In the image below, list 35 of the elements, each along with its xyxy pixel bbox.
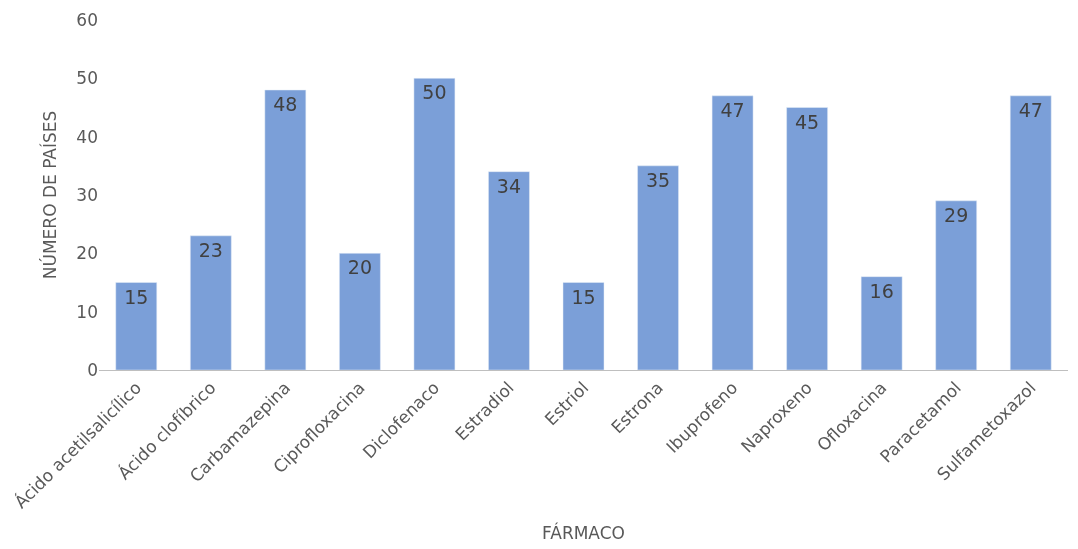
data-label: 29	[944, 203, 969, 226]
bar	[711, 95, 754, 370]
bar	[115, 282, 158, 370]
data-label: 48	[273, 93, 298, 115]
y-tick-label: 10	[76, 301, 98, 322]
data-label: 45	[795, 110, 820, 133]
data-label: 15	[124, 285, 149, 308]
bar	[190, 235, 232, 370]
data-label: 16	[869, 279, 894, 302]
y-tick-label: 20	[76, 243, 98, 264]
y-axis-title: NÚMERO DE PAÍSES	[38, 110, 60, 280]
bar	[488, 171, 530, 370]
bar	[413, 78, 456, 370]
bar	[562, 282, 605, 370]
y-tick-label: 0	[87, 359, 98, 380]
data-label: 15	[571, 285, 596, 308]
data-label: 50	[422, 81, 447, 104]
data-label: 35	[645, 168, 671, 191]
bar	[264, 89, 307, 370]
bar	[339, 253, 381, 370]
bar	[1009, 95, 1052, 370]
data-label: 23	[198, 238, 223, 261]
bar	[935, 200, 977, 370]
y-tick-label: 60	[76, 9, 98, 30]
data-label: 20	[347, 256, 372, 279]
y-tick-label: 50	[76, 68, 98, 89]
x-axis-title: FÁRMACO	[542, 521, 625, 543]
data-label: 47	[1018, 98, 1043, 121]
y-tick-label: 40	[76, 126, 98, 147]
bar	[637, 165, 679, 370]
bar	[860, 276, 903, 370]
data-label: 47	[720, 98, 745, 121]
y-tick-label: 30	[76, 184, 98, 205]
data-label: 34	[496, 174, 522, 197]
bar	[786, 107, 828, 370]
